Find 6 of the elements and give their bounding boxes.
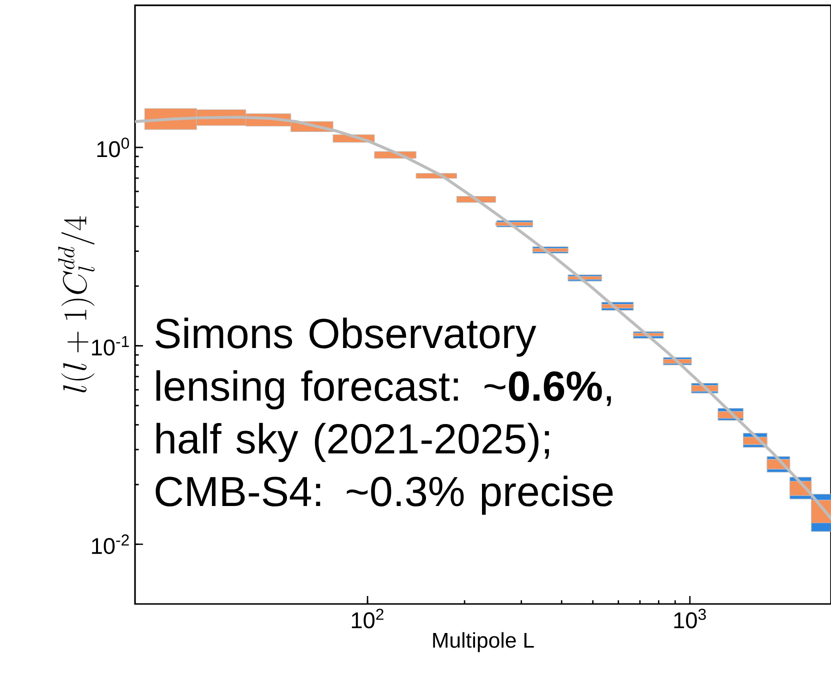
y-tick-label: 10$^{-2}$ (92, 534, 129, 554)
y-tick-label: 10$^{0}$ (97, 138, 130, 158)
text: Simons Observatory lensing forecast: ~0.6%, half sky (2021-2025); CMB-S4: ~0.3% precise (156, 318, 613, 515)
x-tick-label: 10$^{2}$ (352, 608, 384, 628)
x-tick-label: 10$^{3}$ (674, 608, 706, 628)
x-axis-title: Multipole L (433, 632, 534, 652)
